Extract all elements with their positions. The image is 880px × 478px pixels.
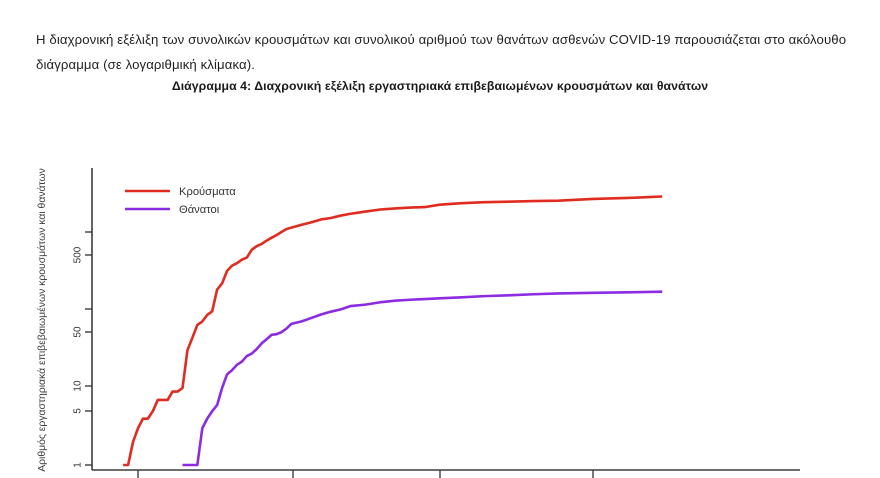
y-tick-label-500: 500 — [73, 246, 84, 263]
y-tick-label-1: 1 — [73, 462, 84, 468]
line-chart: 500 50 10 5 1 Αριθμός εργαστηριακά επιβε… — [36, 168, 800, 478]
series-line-deaths — [182, 290, 663, 467]
intro-paragraph: Η διαχρονική εξέλιξη των συνολικών κρουσ… — [36, 32, 847, 73]
y-tick-label-5: 5 — [73, 408, 84, 414]
y-tick-label-50: 50 — [73, 326, 84, 338]
figure-caption: Διάγραμμα 4: Διαχρονική εξέλιξη εργαστηρ… — [171, 79, 709, 93]
legend-label-cases: Κρούσματα — [179, 186, 236, 198]
figure-container: Διάγραμμα 4: Διαχρονική εξέλιξη εργαστηρ… — [0, 68, 880, 478]
chart-axes — [85, 168, 800, 478]
y-tick-label-10: 10 — [73, 380, 84, 392]
series-line-cases — [123, 195, 663, 467]
y-tick-labels: 500 50 10 5 1 — [73, 246, 84, 468]
chart-plot-area: 500 50 10 5 1 Αριθμός εργαστηριακά επιβε… — [0, 68, 880, 478]
legend-label-deaths: Θάνατοι — [179, 204, 220, 216]
chart-legend: Κρούσματα Θάνατοι — [125, 186, 236, 216]
y-axis-title: Αριθμός εργαστηριακά επιβεβαιωμένων κρου… — [36, 168, 48, 472]
